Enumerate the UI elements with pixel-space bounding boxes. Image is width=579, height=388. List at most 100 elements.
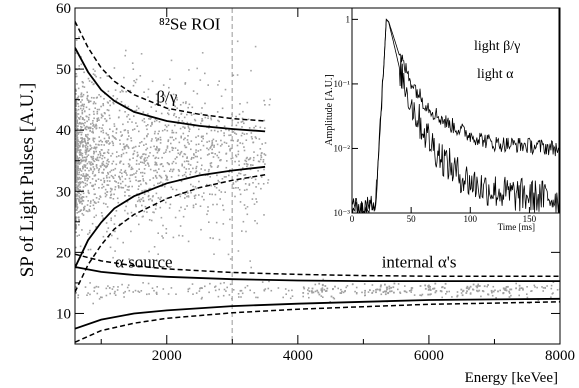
scatter-point — [390, 286, 392, 289]
scatter-point — [184, 126, 186, 129]
scatter-point — [76, 171, 78, 174]
scatter-point — [170, 176, 173, 178]
scatter-point — [225, 176, 227, 178]
scatter-point — [185, 102, 187, 105]
scatter-point — [77, 108, 80, 111]
scatter-point — [82, 144, 84, 146]
scatter-point — [104, 188, 107, 191]
scatter-point — [84, 121, 86, 124]
scatter-point — [87, 292, 89, 294]
scatter-point — [149, 198, 152, 200]
scatter-point — [151, 287, 154, 289]
plot-frame — [74, 7, 561, 345]
scatter-point — [253, 156, 255, 159]
scatter-point — [151, 199, 153, 202]
scatter-point — [253, 126, 255, 129]
scatter-point — [95, 123, 97, 126]
scatter-point — [101, 164, 103, 166]
scatter-point — [161, 129, 164, 132]
scatter-point — [84, 182, 87, 185]
scatter-point — [148, 194, 150, 197]
scatter-point — [117, 182, 120, 184]
scatter-point — [133, 80, 135, 82]
scatter-point — [221, 107, 224, 110]
scatter-point — [106, 133, 109, 136]
scatter-point — [95, 285, 98, 288]
inset-x-axis-label: Time [ms] — [498, 222, 535, 232]
scatter-point — [131, 168, 134, 170]
scatter-point — [134, 289, 137, 292]
scatter-point — [486, 285, 488, 288]
scatter-point — [542, 290, 544, 292]
scatter-point — [93, 146, 96, 148]
scatter-point — [82, 81, 84, 84]
scatter-point — [83, 208, 86, 210]
scatter-point — [77, 131, 80, 134]
scatter-point — [95, 146, 97, 149]
scatter-point — [79, 193, 82, 196]
scatter-point — [379, 289, 381, 292]
scatter-point — [322, 278, 324, 281]
scatter-point — [78, 196, 81, 199]
scatter-point — [175, 131, 178, 134]
scatter-point — [448, 290, 450, 293]
scatter-point — [127, 114, 130, 116]
scatter-point — [76, 176, 79, 179]
scatter-point — [371, 292, 373, 294]
scatter-point — [311, 287, 314, 290]
scatter-point — [321, 283, 324, 286]
scatter-point — [77, 182, 80, 184]
scatter-point — [153, 132, 156, 135]
scatter-point — [124, 194, 126, 197]
scatter-point — [143, 189, 146, 192]
scatter-point — [79, 162, 82, 164]
scatter-point — [185, 175, 187, 178]
scatter-point — [155, 156, 157, 159]
scatter-point — [241, 126, 243, 128]
scatter-point — [219, 198, 221, 200]
scatter-point — [128, 289, 131, 292]
scatter-point — [194, 171, 197, 174]
scatter-point — [77, 103, 79, 105]
scatter-point — [83, 159, 85, 161]
scatter-point — [173, 114, 175, 117]
scatter-point — [127, 163, 130, 165]
scatter-point — [490, 289, 493, 292]
scatter-point — [244, 286, 247, 289]
scatter-point — [230, 139, 232, 142]
scatter-point — [472, 288, 474, 291]
scatter-point — [95, 214, 97, 217]
scatter-point — [224, 191, 226, 193]
scatter-point — [93, 150, 95, 153]
band-curve-dashed — [75, 174, 266, 293]
scatter-point — [346, 285, 349, 287]
scatter-point — [93, 201, 96, 203]
scatter-point — [254, 220, 256, 222]
scatter-point — [75, 231, 77, 234]
scatter-point — [75, 73, 78, 75]
scatter-point — [195, 167, 197, 170]
scatter-point — [78, 176, 81, 179]
scatter-point — [133, 128, 136, 130]
scatter-point — [81, 181, 84, 183]
scatter-point — [87, 133, 89, 136]
scatter-point — [120, 160, 122, 163]
scatter-point — [134, 145, 137, 148]
scatter-point — [210, 144, 213, 147]
scatter-point — [103, 137, 106, 140]
scatter-point — [112, 169, 115, 171]
scatter-point — [214, 185, 216, 188]
scatter-point — [75, 168, 77, 171]
scatter-point — [109, 100, 111, 102]
scatter-point — [238, 113, 241, 116]
scatter-point — [89, 100, 92, 103]
scatter-point — [75, 174, 77, 177]
scatter-point — [408, 290, 411, 292]
scatter-point — [179, 153, 181, 156]
scatter-point — [137, 188, 140, 190]
scatter-point — [87, 116, 90, 119]
scatter-point — [164, 151, 167, 153]
scatter-point — [317, 291, 320, 294]
